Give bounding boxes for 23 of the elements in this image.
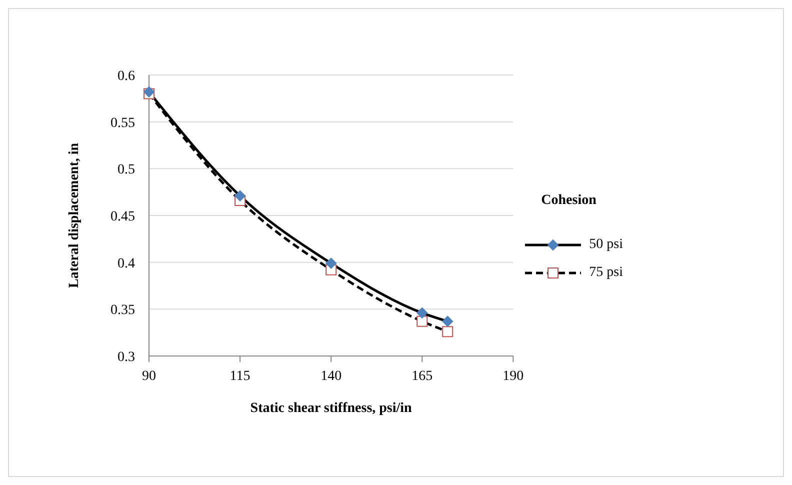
x-axis-title: Static shear stiffness, psi/in [250,401,412,416]
x-tick-label: 165 [412,368,433,384]
legend-label: 50 psi [589,236,623,252]
y-tick-label: 0.5 [118,162,135,178]
x-tick-label: 115 [230,368,250,384]
point [416,307,428,318]
point [442,326,454,338]
legend-title: Cohesion [541,192,598,208]
y-axis-title: Lateral displacement, in [66,142,82,288]
y-tick-label: 0.35 [110,303,135,318]
point [234,190,246,202]
legend-label: 75 psi [589,264,623,280]
y-tick-label: 0.55 [110,116,135,131]
x-tick-label: 190 [502,368,524,384]
point [442,316,454,327]
point [416,316,428,327]
x-tick-label: 90 [142,368,156,384]
y-tick-label: 0.4 [118,256,135,272]
point [326,258,337,269]
y-tick-label: 0.45 [110,209,135,224]
y-tick-label: 0.6 [118,68,135,84]
x-tick-label: 140 [320,368,342,384]
y-tick-label: 0.3 [118,350,135,365]
